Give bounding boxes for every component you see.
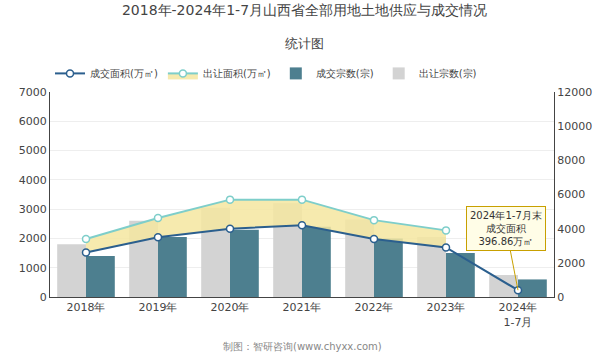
- svg-text:8000: 8000: [557, 154, 585, 167]
- svg-text:2020年: 2020年: [211, 301, 250, 314]
- svg-text:10000: 10000: [557, 120, 592, 133]
- svg-text:3000: 3000: [19, 203, 47, 216]
- svg-text:2000: 2000: [19, 232, 47, 245]
- svg-text:统计图: 统计图: [285, 36, 324, 51]
- svg-text:2019年: 2019年: [139, 301, 178, 314]
- svg-text:2021年: 2021年: [283, 301, 322, 314]
- svg-text:4000: 4000: [557, 223, 585, 236]
- svg-text:成交面积(万㎡): 成交面积(万㎡): [90, 68, 158, 79]
- svg-text:制图：智研咨询(www.chyxx.com): 制图：智研咨询(www.chyxx.com): [223, 341, 382, 352]
- svg-text:2024年1-7月末成交面积396.86万㎡: 2024年1-7月末成交面积396.86万㎡: [470, 210, 542, 247]
- svg-text:12000: 12000: [557, 86, 592, 99]
- svg-text:7000: 7000: [19, 86, 47, 99]
- svg-text:0: 0: [557, 291, 564, 304]
- svg-text:0: 0: [40, 291, 47, 304]
- svg-text:2018年-2024年1-7月山西省全部用地土地供应与成交情: 2018年-2024年1-7月山西省全部用地土地供应与成交情况: [122, 2, 487, 18]
- svg-text:成交宗数(宗): 成交宗数(宗): [316, 68, 374, 79]
- svg-text:2000: 2000: [557, 257, 585, 270]
- svg-text:4000: 4000: [19, 174, 47, 187]
- svg-text:出让宗数(宗): 出让宗数(宗): [419, 68, 477, 79]
- svg-text:2023年: 2023年: [427, 301, 466, 314]
- svg-text:5000: 5000: [19, 144, 47, 157]
- svg-text:2024年1-7月: 2024年1-7月: [499, 301, 538, 328]
- svg-text:1000: 1000: [19, 262, 47, 275]
- svg-text:6000: 6000: [19, 115, 47, 128]
- svg-text:2022年: 2022年: [355, 301, 394, 314]
- svg-text:6000: 6000: [557, 188, 585, 201]
- svg-text:出让面积(万㎡): 出让面积(万㎡): [203, 68, 271, 79]
- svg-text:2018年: 2018年: [67, 301, 106, 314]
